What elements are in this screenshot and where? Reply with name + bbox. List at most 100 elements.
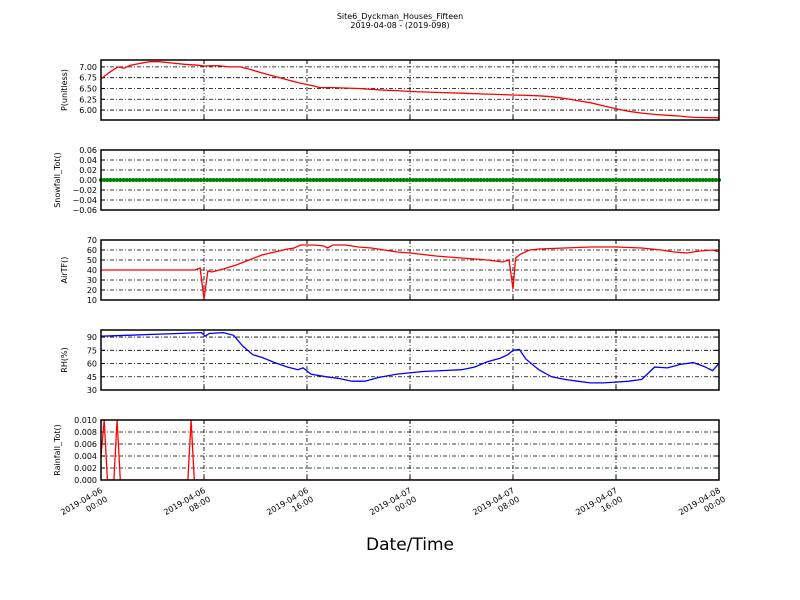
- data-point: [578, 178, 583, 182]
- data-point: [366, 178, 371, 182]
- data-point: [408, 178, 412, 182]
- y-tick-label: 0.06: [79, 146, 97, 155]
- data-point: [694, 178, 699, 182]
- data-point: [375, 178, 380, 182]
- data-point: [214, 178, 219, 182]
- data-point: [617, 178, 622, 182]
- data-point: [424, 178, 429, 182]
- data-point: [688, 178, 693, 182]
- y-tick-label: 0.010: [74, 416, 97, 425]
- data-point: [243, 178, 248, 182]
- data-point: [543, 178, 548, 182]
- data-point: [346, 178, 351, 182]
- series-line-p: [101, 61, 719, 119]
- data-point: [259, 178, 264, 182]
- data-point: [668, 178, 673, 182]
- data-point: [443, 178, 448, 182]
- data-point: [240, 178, 245, 182]
- data-point: [514, 178, 519, 182]
- data-point: [485, 178, 490, 182]
- data-point: [189, 178, 194, 182]
- data-point: [166, 178, 171, 182]
- y-tick-label: 6.75: [79, 74, 97, 83]
- data-point: [131, 178, 136, 182]
- y-tick-label: 0.000: [74, 476, 97, 485]
- y-tick-label: 6.00: [79, 106, 97, 115]
- axes-frame: [100, 239, 720, 301]
- chart-title-line1: Site6_Dyckman_Houses_Fifteen: [337, 12, 463, 21]
- data-point: [469, 178, 474, 182]
- data-point: [662, 178, 667, 182]
- data-point: [173, 178, 178, 182]
- data-point: [430, 178, 435, 182]
- data-point: [182, 178, 187, 182]
- x-axis-label: Date/Time: [366, 535, 454, 555]
- data-point: [594, 178, 599, 182]
- data-point: [411, 178, 416, 182]
- data-point: [224, 178, 229, 182]
- data-point: [700, 178, 705, 182]
- data-point: [655, 178, 660, 182]
- data-point: [253, 178, 258, 182]
- data-point: [292, 178, 297, 182]
- data-point: [610, 178, 615, 182]
- data-point: [150, 178, 155, 182]
- data-point: [333, 178, 338, 182]
- data-point: [681, 178, 686, 182]
- y-tick-label: 30: [87, 386, 97, 395]
- data-point: [288, 178, 293, 182]
- data-point: [140, 178, 145, 182]
- data-point: [176, 178, 181, 182]
- data-point: [401, 178, 406, 182]
- y-axis-label-snowfall: Snowfall_Tot(): [53, 152, 62, 208]
- data-point: [459, 178, 464, 182]
- data-point: [511, 178, 515, 182]
- series-line-airt: [101, 244, 719, 300]
- data-point: [382, 178, 387, 182]
- data-point: [404, 178, 409, 182]
- data-point: [353, 178, 358, 182]
- data-point: [395, 178, 400, 182]
- data-point: [462, 178, 467, 182]
- subplot-p: 6.00 6.25 6.506.75 7.00 P(unitless): [60, 59, 720, 121]
- data-point: [440, 178, 445, 182]
- y-tick-label: 0.04: [79, 156, 97, 165]
- data-point: [276, 178, 281, 182]
- data-point: [153, 178, 158, 182]
- y-tick-label: −0.02: [72, 186, 97, 195]
- data-point: [630, 178, 635, 182]
- data-point: [391, 178, 396, 182]
- data-point: [317, 178, 322, 182]
- data-point: [192, 178, 197, 182]
- data-point: [301, 178, 306, 182]
- data-point: [565, 178, 570, 182]
- data-point: [308, 178, 313, 182]
- data-point: [568, 178, 573, 182]
- data-point: [414, 178, 419, 182]
- data-point: [597, 178, 602, 182]
- data-point: [472, 178, 477, 182]
- y-tick-label: 20: [87, 286, 97, 295]
- data-point: [185, 178, 190, 182]
- data-point: [205, 178, 210, 182]
- data-point: [208, 178, 213, 182]
- data-point: [330, 178, 335, 182]
- data-point: [269, 178, 274, 182]
- data-point: [266, 178, 271, 182]
- data-point: [369, 178, 374, 182]
- y-tick-label: 6.25: [79, 95, 97, 104]
- y-tick-label: 30: [87, 276, 97, 285]
- data-point: [520, 178, 525, 182]
- data-point: [202, 178, 206, 182]
- data-point: [671, 178, 676, 182]
- series-line-rh: [101, 331, 719, 384]
- subplot-rainfall: 0.000 0.002 0.004 0.006 0.008 0.010 Rainfall_T…: [53, 416, 720, 485]
- data-point: [420, 178, 425, 182]
- data-point: [478, 178, 483, 182]
- axes-frame: [100, 419, 720, 481]
- data-point: [636, 178, 641, 182]
- data-point: [118, 178, 123, 182]
- data-point: [507, 178, 512, 182]
